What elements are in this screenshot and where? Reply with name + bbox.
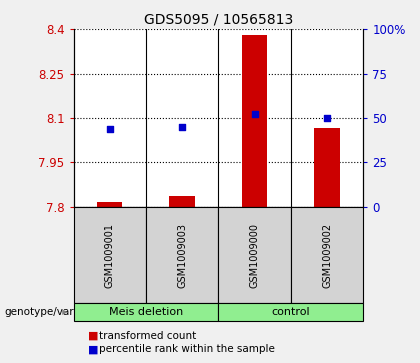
Bar <box>97 203 122 207</box>
Text: GSM1009001: GSM1009001 <box>105 223 115 287</box>
Text: GSM1009002: GSM1009002 <box>322 223 332 287</box>
Point <box>324 115 331 121</box>
Text: Meis deletion: Meis deletion <box>109 307 183 317</box>
Bar <box>170 196 195 207</box>
Text: GSM1009000: GSM1009000 <box>249 223 260 287</box>
Text: control: control <box>272 307 310 317</box>
Bar <box>315 129 340 207</box>
Text: ■: ■ <box>88 344 99 354</box>
Title: GDS5095 / 10565813: GDS5095 / 10565813 <box>144 12 293 26</box>
Text: GSM1009003: GSM1009003 <box>177 223 187 287</box>
Point <box>179 124 186 130</box>
Text: transformed count: transformed count <box>99 331 196 341</box>
Text: ■: ■ <box>88 331 99 341</box>
Bar <box>242 35 267 207</box>
Text: percentile rank within the sample: percentile rank within the sample <box>99 344 275 354</box>
Point <box>251 111 258 117</box>
Text: genotype/variation: genotype/variation <box>4 307 103 317</box>
Point <box>106 126 113 131</box>
